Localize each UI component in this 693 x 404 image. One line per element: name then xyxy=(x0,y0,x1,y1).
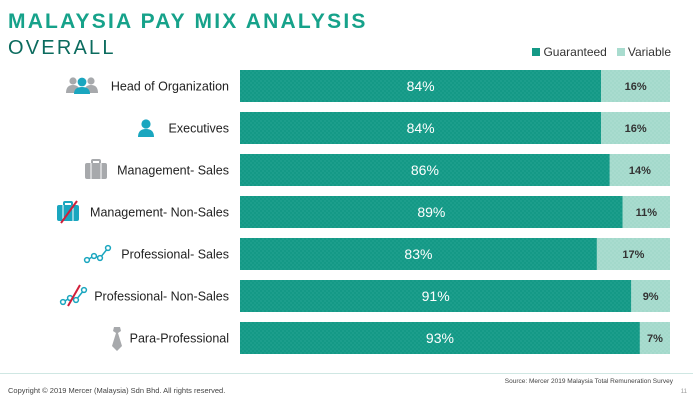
bar-guaranteed xyxy=(240,280,632,312)
legend-label-guaranteed: Guaranteed xyxy=(543,45,607,59)
group-people-icon xyxy=(66,77,98,94)
data-label-variable: 16% xyxy=(625,81,647,93)
chart-row: Management- Sales 86% 14% xyxy=(85,154,670,186)
briefcase-icon xyxy=(85,159,107,179)
chart-legend: Guaranteed Variable xyxy=(532,45,671,59)
data-label-guaranteed: 83% xyxy=(404,246,432,262)
category-label: Executives xyxy=(169,122,229,136)
data-label-variable: 7% xyxy=(647,333,663,345)
category-label: Management- Sales xyxy=(117,164,229,178)
data-label-variable: 9% xyxy=(643,291,659,303)
category-label: Professional- Sales xyxy=(121,248,229,262)
tie-icon xyxy=(112,327,122,351)
page-title: MALAYSIA PAY MIX ANALYSIS xyxy=(8,10,368,33)
bar-guaranteed xyxy=(240,154,610,186)
chart-row: Para-Professional 93% 7% xyxy=(112,322,670,354)
category-label: Management- Non-Sales xyxy=(90,206,229,220)
bar-variable xyxy=(601,70,670,102)
data-label-variable: 16% xyxy=(625,123,647,135)
bar-guaranteed xyxy=(240,238,597,270)
data-label-guaranteed: 84% xyxy=(407,78,435,94)
data-label-guaranteed: 91% xyxy=(422,288,450,304)
chart-row: Professional- Non-Sales 91% 9% xyxy=(59,280,670,312)
category-label: Head of Organization xyxy=(111,80,229,94)
data-label-variable: 17% xyxy=(622,249,644,261)
bar-variable xyxy=(596,238,670,270)
bar-variable xyxy=(609,154,670,186)
category-label: Para-Professional xyxy=(130,332,229,346)
bar-variable xyxy=(639,322,670,354)
pay-mix-chart: Head of Organization 84% 16% Executives 84% 1… xyxy=(57,70,670,354)
line-chart-icon xyxy=(83,244,112,264)
chart-row: Management- Non-Sales 89% 11% xyxy=(57,196,670,228)
bar-guaranteed xyxy=(240,196,623,228)
footer-divider xyxy=(0,373,693,374)
copyright-text: Copyright © 2019 Mercer (Malaysia) Sdn B… xyxy=(8,386,226,395)
legend-item-guaranteed: Guaranteed xyxy=(532,45,607,59)
data-label-guaranteed: 89% xyxy=(417,204,445,220)
person-icon xyxy=(138,119,154,137)
page-subtitle: OVERALL xyxy=(8,37,116,59)
chart-row: Professional- Sales 83% 17% xyxy=(83,238,670,270)
briefcase-crossed-icon xyxy=(57,200,79,224)
chart-row: Executives 84% 16% xyxy=(138,112,670,144)
data-label-variable: 14% xyxy=(629,165,651,177)
bar-guaranteed xyxy=(240,112,602,144)
legend-swatch-variable xyxy=(616,48,625,56)
data-label-guaranteed: 84% xyxy=(407,120,435,136)
page-number: 11 xyxy=(680,389,687,395)
chart-row: Head of Organization 84% 16% xyxy=(66,70,670,102)
category-label: Professional- Non-Sales xyxy=(94,290,229,304)
bar-guaranteed xyxy=(240,322,640,354)
legend-item-variable: Variable xyxy=(616,45,671,59)
data-label-variable: 11% xyxy=(636,207,658,219)
source-note: Source: Mercer 2019 Malaysia Total Remun… xyxy=(504,378,673,385)
line-chart-crossed-icon xyxy=(59,284,88,307)
bar-variable xyxy=(622,196,670,228)
legend-label-variable: Variable xyxy=(627,45,671,59)
legend-swatch-guaranteed xyxy=(532,48,541,56)
bar-variable xyxy=(631,280,670,312)
data-label-guaranteed: 93% xyxy=(426,330,454,346)
data-label-guaranteed: 86% xyxy=(411,162,439,178)
bar-variable xyxy=(601,112,670,144)
bar-guaranteed xyxy=(240,70,602,102)
